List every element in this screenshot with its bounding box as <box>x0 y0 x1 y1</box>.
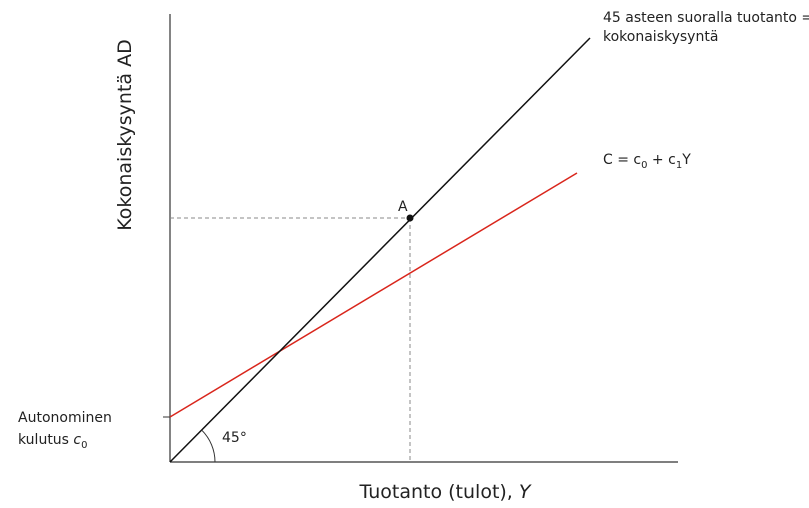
angle-label: 45° <box>222 430 247 446</box>
y-axis-label: Kokonaiskysyntä AD <box>114 39 136 230</box>
point-a <box>406 214 414 222</box>
intercept-label: Autonominen <box>18 410 112 426</box>
intercept-label: kulutus c0 <box>18 432 88 451</box>
consumption-label: C = c0 + c1Y <box>603 152 691 171</box>
consumption-line <box>169 172 578 418</box>
line-45-label: 45 asteen suoralla tuotanto = <box>603 10 809 26</box>
line-45 <box>169 37 591 463</box>
x-axis-label: Tuotanto (tulot), Y <box>359 481 532 503</box>
point-label: A <box>398 199 408 215</box>
line-45-label: kokonaiskysyntä <box>603 29 718 45</box>
angle-arc <box>201 429 216 463</box>
